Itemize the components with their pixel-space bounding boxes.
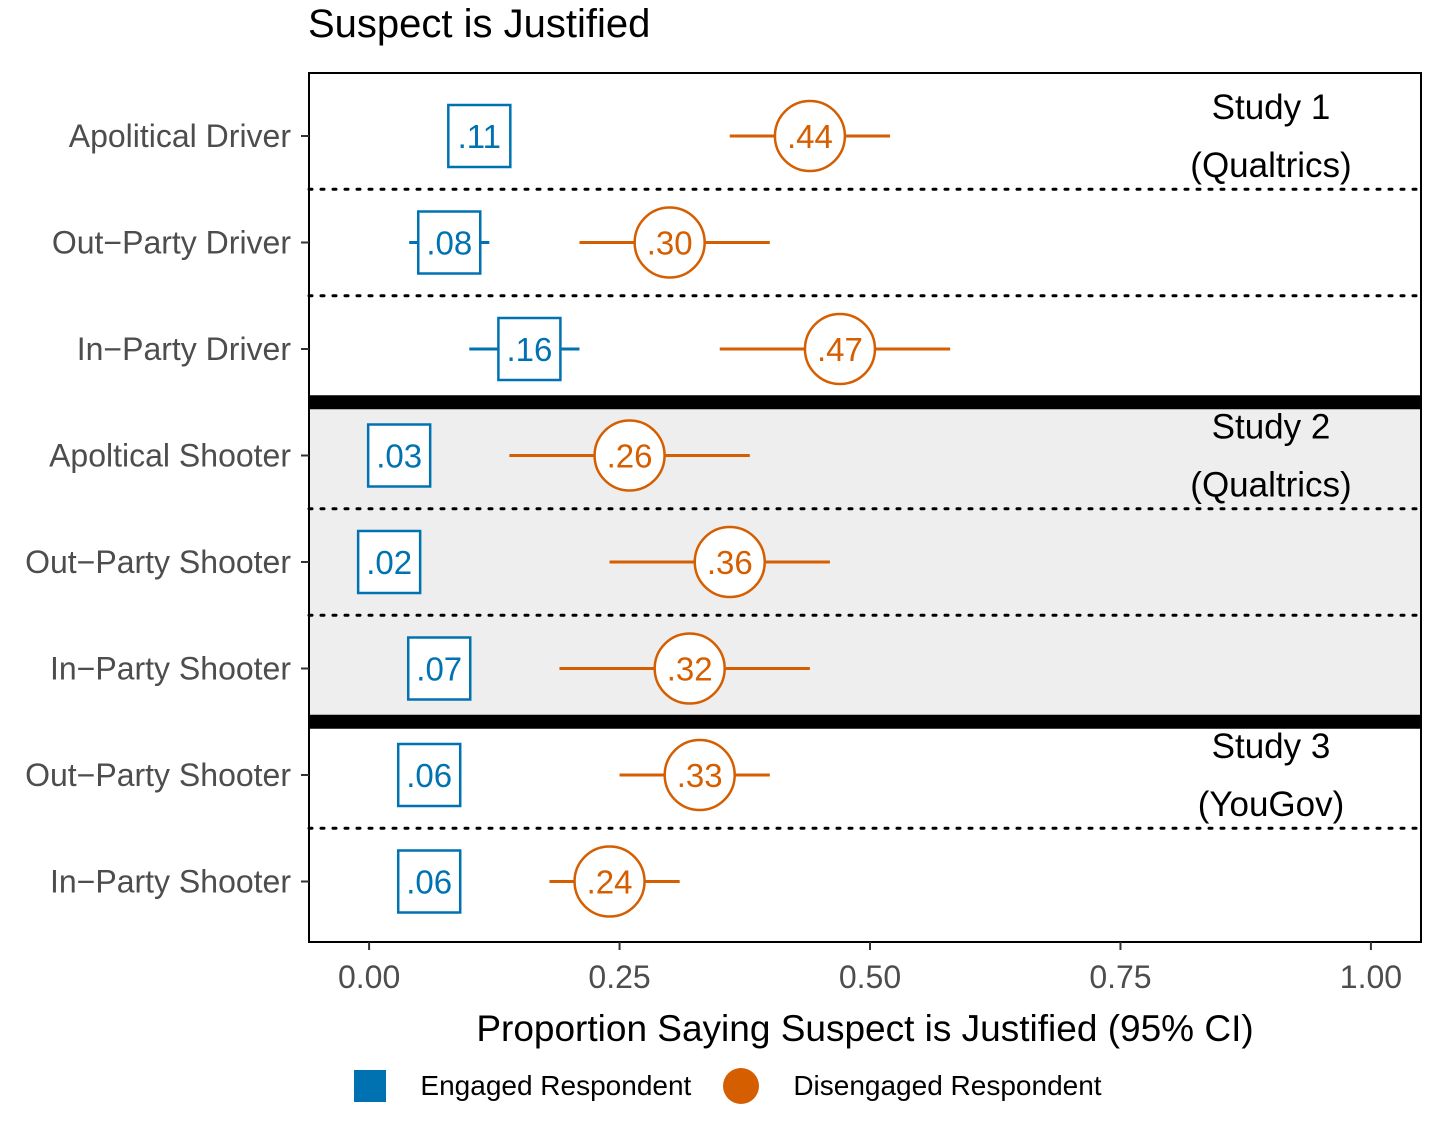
legend-circle-marker [723,1068,760,1104]
group-label-study: Study 2 [1212,408,1331,447]
x-axis-title: Proportion Saying Suspect is Justified (… [476,1008,1254,1049]
disengaged-point [773,99,847,173]
group-label-source: (Qualtrics) [1190,146,1351,185]
disengaged-point [803,312,877,386]
legend-label-engaged: Engaged Respondent [420,1070,692,1101]
x-tick-label: 0.00 [338,959,400,995]
disengaged-data-label: .30 [647,225,693,262]
engaged-point [396,742,462,808]
disengaged-data-label: .26 [607,438,653,475]
y-tick-label: Apoltical Shooter [49,438,291,474]
legend-item-engaged: Engaged Respondent [354,1070,691,1102]
engaged-point [417,210,482,275]
legend-label-disengaged: Disengaged Respondent [793,1070,1102,1101]
y-tick-label: Out−Party Shooter [25,544,291,580]
disengaged-data-label: .47 [817,331,863,368]
engaged-data-label: .11 [458,118,501,155]
y-tick-label: Out−Party Shooter [25,757,291,793]
disengaged-data-label: .36 [707,544,753,581]
engaged-data-label: .02 [366,544,412,581]
group-label-study: Study 3 [1212,727,1331,766]
y-tick-label: Apolitical Driver [69,118,292,154]
panel-border [308,72,1422,943]
x-tick-label: 0.75 [1089,959,1151,995]
engaged-point [396,849,462,914]
legend-square-marker [354,1070,387,1102]
y-tick-label: In−Party Shooter [50,651,291,687]
engaged-point [356,529,422,595]
disengaged-data-label: .44 [787,118,833,155]
engaged-data-label: .07 [416,651,462,688]
x-tick-label: 0.25 [588,959,650,995]
chart-title: Suspect is Justified [308,2,651,46]
disengaged-data-label: .32 [667,651,713,688]
engaged-data-label: .08 [426,225,472,262]
disengaged-data-label: .24 [587,864,633,901]
legend-item-disengaged: Disengaged Respondent [723,1068,1102,1104]
disengaged-point [573,845,646,918]
y-tick-label: Out−Party Driver [52,225,292,261]
x-tick-label: 1.00 [1340,959,1402,995]
group-shade [309,402,1421,722]
engaged-data-label: .03 [376,438,422,475]
disengaged-point [693,525,767,599]
engaged-point [447,103,512,169]
disengaged-point [653,632,726,705]
engaged-data-label: .06 [406,757,452,794]
group-label-source: (YouGov) [1198,785,1345,824]
y-tick-label: In−Party Shooter [50,864,291,900]
engaged-point [497,316,562,382]
disengaged-data-label: .33 [677,757,723,794]
x-tick-label: 0.50 [839,959,901,995]
engaged-point [406,636,472,701]
legend: Engaged Respondent Disengaged Respondent [0,1068,1456,1104]
group-label-source: (Qualtrics) [1190,466,1351,505]
disengaged-point [593,419,666,492]
engaged-data-label: .16 [506,331,552,368]
disengaged-point [663,738,736,812]
y-tick-label: In−Party Driver [77,331,292,367]
engaged-data-label: .06 [406,864,452,901]
engaged-point [366,423,432,488]
disengaged-point [633,206,706,279]
group-label-study: Study 1 [1212,88,1331,127]
